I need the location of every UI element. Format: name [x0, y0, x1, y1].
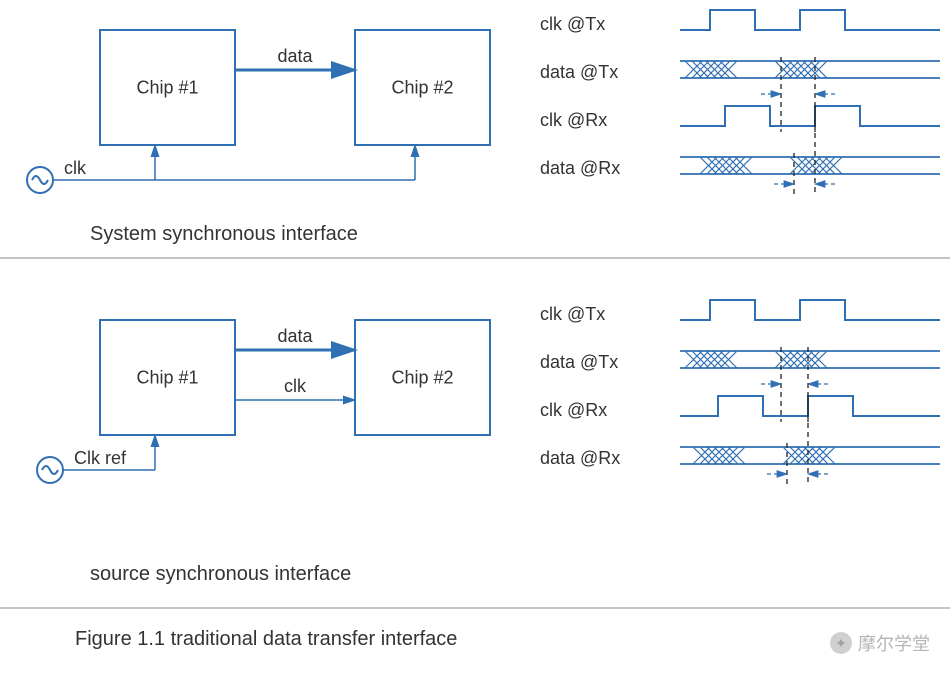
top-chip-2-label: Chip #2 [391, 78, 453, 98]
bottom-data-hatch-3-1 [783, 447, 835, 464]
top-clk-label: clk [64, 158, 87, 178]
bottom-data-hatch-1-0 [685, 351, 737, 368]
top-data-hatch-3-0 [700, 157, 752, 174]
bottom-clk-wave-2 [680, 396, 940, 416]
bottom-timing-label-0: clk @Tx [540, 304, 605, 324]
top-data-arrow-label: data [277, 46, 313, 66]
bottom-caption: source synchronous interface [90, 563, 351, 585]
top-clk-source-wave-icon [32, 176, 48, 184]
top-clk-wave-0 [680, 10, 940, 30]
top-data-hatch-1-0 [685, 61, 737, 78]
bottom-data-hatch-3-0 [693, 447, 745, 464]
top-timing-label-1: data @Tx [540, 62, 618, 82]
top-data-hatch-3-1 [790, 157, 842, 174]
top-chip-1-label: Chip #1 [136, 78, 198, 98]
top-clk-wave-2 [680, 106, 940, 126]
top-timing-label-0: clk @Tx [540, 14, 605, 34]
bottom-chip-1-label: Chip #1 [136, 368, 198, 388]
bottom-data-arrow-label: data [277, 326, 313, 346]
bottom-clk-wave-0 [680, 300, 940, 320]
bottom-data-hatch-1-1 [775, 351, 827, 368]
figure-caption: Figure 1.1 traditional data transfer int… [75, 628, 457, 650]
diagram-canvas: Chip #1 Chip #2 data clk System synchronous … [0, 0, 950, 684]
bottom-timing-label-2: clk @Rx [540, 400, 607, 420]
top-timing-label-3: data @Rx [540, 158, 620, 178]
top-timing-label-2: clk @Rx [540, 110, 607, 130]
bottom-clk-source-wave-icon [42, 466, 58, 474]
bottom-clk-arrow-label: clk [284, 376, 307, 396]
top-data-hatch-1-1 [775, 61, 827, 78]
top-caption: System synchronous interface [90, 223, 358, 245]
bottom-timing-label-3: data @Rx [540, 448, 620, 468]
bottom-clkref-label: Clk ref [74, 448, 127, 468]
bottom-timing-label-1: data @Tx [540, 352, 618, 372]
bottom-chip-2-label: Chip #2 [391, 368, 453, 388]
